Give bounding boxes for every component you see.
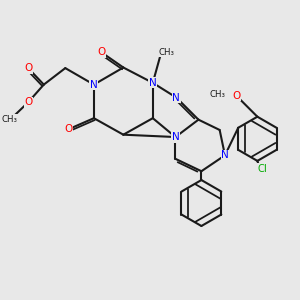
Text: O: O [24,63,32,73]
Text: N: N [172,93,180,103]
Text: CH₃: CH₃ [210,89,226,98]
Text: N: N [149,78,157,88]
Text: N: N [90,80,98,90]
Text: O: O [97,47,105,57]
Text: O: O [24,97,32,107]
Text: N: N [172,132,179,142]
Text: N: N [221,150,229,160]
Text: CH₃: CH₃ [2,115,18,124]
Text: O: O [232,91,240,100]
Text: O: O [64,124,72,134]
Text: CH₃: CH₃ [158,48,174,57]
Text: Cl: Cl [257,164,267,174]
